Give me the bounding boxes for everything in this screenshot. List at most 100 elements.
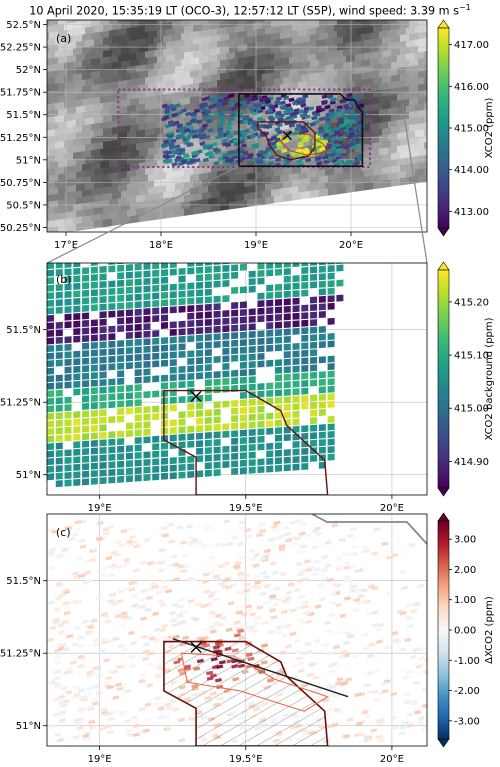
imagery-cell (307, 53, 317, 63)
imagery-cell (154, 100, 164, 110)
background-pixel (301, 244, 308, 251)
panel-a-y-ticks: 50.25°N50.5°N50.75°N51°N51.25°N51.5°N51.… (0, 20, 47, 234)
background-pixel (266, 344, 274, 352)
background-pixel (275, 321, 282, 329)
background-pixel (64, 291, 72, 299)
enhancement-pixel (186, 576, 194, 582)
imagery-cell (100, 95, 110, 105)
background-pixel (213, 356, 221, 364)
background-pixel (134, 414, 142, 422)
background-pixel (222, 340, 230, 348)
background-pixel (134, 346, 142, 354)
imagery-cell (157, 172, 167, 181)
xco2-pixel (191, 150, 198, 156)
imagery-cell (379, 4, 389, 13)
xco2-pixel (303, 149, 310, 155)
background-pixel (125, 264, 133, 272)
imagery-cell (217, 66, 227, 75)
imagery-cell (109, 146, 119, 155)
background-pixel (196, 266, 204, 274)
imagery-cell (352, 86, 362, 95)
imagery-cell (238, 69, 248, 79)
enhancement-pixel (334, 681, 342, 686)
imagery-cell (208, 197, 218, 206)
imagery-cell (364, 90, 374, 100)
background-pixel (231, 339, 239, 347)
enhancement-pixel (324, 563, 332, 568)
imagery-cell (76, 105, 86, 115)
imagery-cell (226, 64, 236, 74)
imagery-cell (82, 46, 92, 55)
background-pixel (47, 397, 54, 405)
background-pixel (301, 364, 309, 372)
imagery-cell (379, 69, 389, 78)
imagery-cell (391, 113, 401, 122)
background-pixel (117, 460, 125, 468)
imagery-cell (208, 184, 218, 193)
background-pixel (284, 246, 291, 253)
background-pixel (318, 424, 326, 432)
imagery-cell (157, 68, 167, 77)
xco2-pixel (241, 104, 248, 110)
imagery-cell (388, 94, 398, 103)
imagery-cell (73, 151, 83, 160)
imagery-cell (424, 128, 427, 137)
imagery-cell (47, 168, 56, 177)
imagery-cell (112, 152, 122, 161)
background-pixel (108, 303, 116, 311)
imagery-cell (47, 129, 56, 138)
enhancement-pixel (51, 529, 59, 534)
imagery-cell (136, 142, 146, 152)
imagery-cell (235, 20, 245, 21)
xco2-pixel (347, 134, 354, 140)
imagery-cell (301, 0, 311, 4)
enhancement-pixel (160, 525, 168, 531)
enhancement-pixel (343, 734, 351, 739)
enhancement-pixel (285, 644, 293, 649)
imagery-cell (247, 172, 257, 181)
imagery-cell (247, 68, 257, 77)
xco2-pixel (356, 123, 363, 129)
xco2-pixel (299, 99, 306, 105)
enhancement-pixel (138, 707, 146, 712)
imagery-cell (145, 24, 155, 33)
imagery-cell (247, 3, 257, 12)
background-pixel (152, 292, 160, 300)
enhancement-pixel (322, 642, 330, 648)
background-pixel (187, 440, 195, 448)
imagery-cell (94, 219, 104, 229)
background-pixel (248, 323, 256, 331)
enhancement-pixel (366, 611, 374, 617)
imagery-cell (274, 168, 284, 178)
background-pixel (275, 427, 282, 435)
imagery-cell (202, 22, 212, 32)
xco2-pixel (296, 159, 303, 164)
background-pixel (248, 361, 256, 369)
background-pixel (99, 394, 107, 402)
imagery-cell (427, 69, 437, 78)
background-pixel (99, 462, 107, 470)
enhancement-pixel (148, 636, 156, 641)
enhancement-pixel (263, 575, 271, 580)
enhancement-pixel (217, 564, 225, 569)
colorbar-bar (437, 269, 450, 489)
imagery-cell (136, 129, 146, 139)
imagery-cell (271, 58, 281, 68)
imagery-cell (370, 109, 380, 119)
background-pixel (125, 309, 133, 317)
y-tick-label: 52.5°N (6, 20, 41, 31)
imagery-cell (91, 161, 101, 171)
enhancement-pixel (311, 544, 319, 550)
imagery-cell (283, 193, 293, 202)
background-pixel (204, 432, 212, 440)
panel-a-satellite-imagery (47, 0, 437, 232)
xco2-pixel (206, 150, 214, 156)
background-pixel (134, 338, 142, 346)
imagery-cell (391, 165, 401, 174)
imagery-cell (103, 36, 113, 46)
background-pixel (196, 364, 204, 372)
background-pixel (134, 361, 142, 369)
imagery-cell (58, 120, 68, 130)
background-pixel (108, 468, 116, 476)
enhancement-pixel (59, 685, 68, 691)
